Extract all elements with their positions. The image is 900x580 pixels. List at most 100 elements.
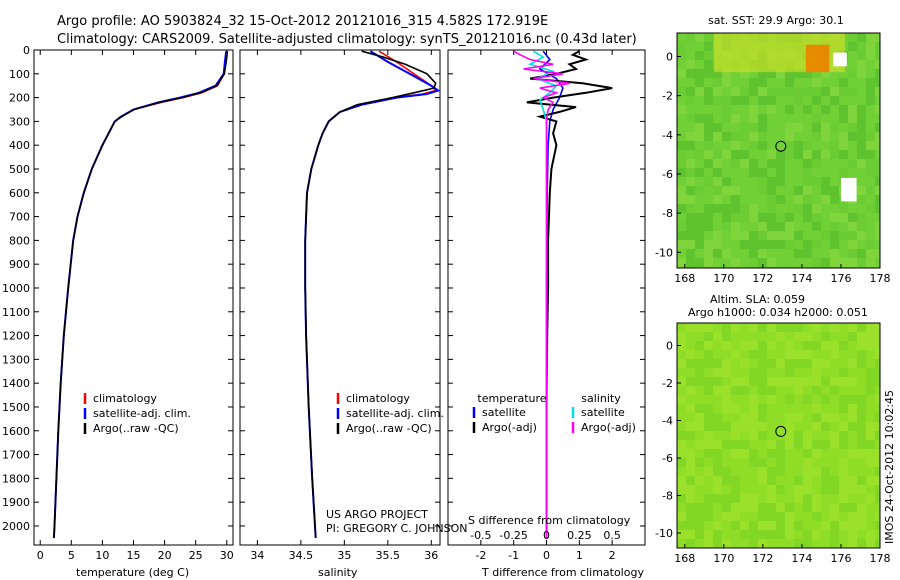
map-cell (749, 521, 758, 530)
map-cell (704, 222, 713, 231)
map-cell (686, 512, 695, 521)
map-cell (848, 51, 857, 60)
map-cell (740, 341, 749, 350)
map-cell (686, 386, 695, 395)
map-cell (866, 359, 875, 368)
map-cell (848, 485, 857, 494)
map-cell (767, 377, 776, 386)
map-cell (749, 530, 758, 539)
map-cell (758, 96, 767, 105)
map-cell (875, 69, 880, 78)
map-cell (695, 33, 704, 42)
map-cell (749, 87, 758, 96)
map-cell (767, 213, 776, 222)
map-cell (821, 413, 830, 422)
map-cell (713, 476, 722, 485)
y-tick-label: 1000 (2, 282, 30, 295)
sla-map-panel: 168 170 172 174 176 178 0 -2 -4 -6 -8 -10 (655, 322, 891, 565)
map-cell (758, 458, 767, 467)
map-cell (776, 87, 785, 96)
map-cell (713, 141, 722, 150)
map-cell (731, 530, 740, 539)
map-cell (686, 431, 695, 440)
map-cell (749, 114, 758, 123)
map-cell (776, 78, 785, 87)
map-cell (749, 350, 758, 359)
map-cell (821, 476, 830, 485)
map-cell (740, 150, 749, 159)
map-cell (821, 359, 830, 368)
map-cell (785, 258, 794, 267)
map-cell (740, 195, 749, 204)
x-tick-label: 34.5 (289, 549, 314, 562)
map-cell (875, 258, 880, 267)
map-cell (740, 69, 749, 78)
map-cell (785, 222, 794, 231)
map-cell (830, 249, 839, 258)
map-cell (758, 449, 767, 458)
map-cell (776, 204, 785, 213)
map-cell (695, 222, 704, 231)
map-cell (713, 341, 722, 350)
map-cell (749, 105, 758, 114)
map-cell (731, 476, 740, 485)
map-cell (857, 222, 866, 231)
map-cell (776, 177, 785, 186)
map-cell (821, 177, 830, 186)
map-cell (785, 341, 794, 350)
map-cell (767, 512, 776, 521)
map-cell (749, 368, 758, 377)
x-tick-label: 1 (576, 549, 583, 562)
map-cell (740, 431, 749, 440)
map-cell (722, 96, 731, 105)
map-cell (713, 213, 722, 222)
map-cell (839, 222, 848, 231)
map-cell (839, 431, 848, 440)
map-cell (713, 186, 722, 195)
legend-label: Argo(..raw -QC) (346, 422, 432, 435)
map-warm-core (805, 44, 830, 73)
map-cell (866, 539, 875, 548)
map-cell (794, 359, 803, 368)
map-cell (731, 96, 740, 105)
series-line-2 (304, 50, 437, 538)
map-cell (749, 404, 758, 413)
x-tick-label: 10 (95, 549, 109, 562)
map-cell (857, 186, 866, 195)
map-cell (848, 377, 857, 386)
map-cell (848, 231, 857, 240)
map-cell (875, 222, 880, 231)
y-tick-label: 700 (9, 211, 30, 224)
map-cell (875, 51, 880, 60)
map-cell (821, 467, 830, 476)
map-cell (803, 503, 812, 512)
map-cell (740, 359, 749, 368)
map-cell (686, 240, 695, 249)
map-cell (848, 159, 857, 168)
map-cell (839, 258, 848, 267)
map-cell (686, 87, 695, 96)
map-cell (794, 386, 803, 395)
map-cell (767, 494, 776, 503)
map-cell (704, 186, 713, 195)
map-cell (821, 539, 830, 548)
y-tick-label: 2000 (2, 520, 30, 533)
x-tick-label: 25 (189, 549, 203, 562)
map-cell (875, 368, 880, 377)
map-cell (713, 431, 722, 440)
map-cell (704, 249, 713, 258)
map-cell (812, 150, 821, 159)
map-cell (821, 386, 830, 395)
map-cell (776, 222, 785, 231)
map-cell (812, 195, 821, 204)
map-cell (677, 42, 686, 51)
map-cell (875, 449, 880, 458)
map-cell (812, 476, 821, 485)
map-cell (848, 204, 857, 213)
map-frame (676, 322, 881, 549)
map-cell (686, 213, 695, 222)
map-cell (749, 69, 758, 78)
map-cell (686, 341, 695, 350)
map-cell (830, 186, 839, 195)
map-cell (704, 539, 713, 548)
